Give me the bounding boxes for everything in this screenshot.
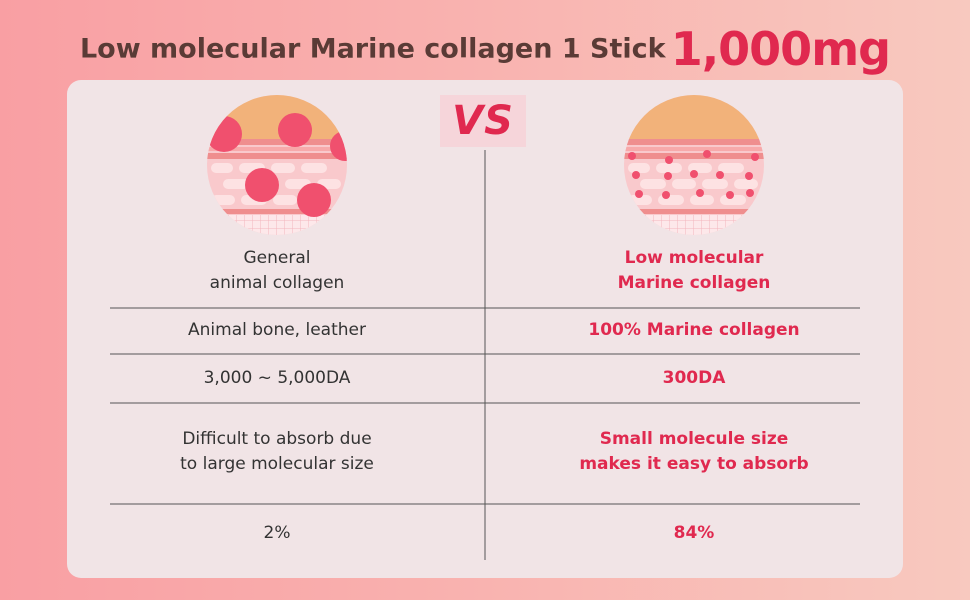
right-header-line: Marine collagen [617,273,771,293]
right-cell: Small molecule size makes it easy to abs… [514,427,874,477]
left-header-line: animal collagen [209,273,345,293]
left-cell: 2% [263,523,291,543]
left-header: General animal collagen [97,246,457,296]
title-highlight: 1,000mg [670,22,891,76]
right-cell: 84% [673,523,715,543]
right-cell: 300DA [662,368,726,388]
left-cell-line: to large molecular size [180,454,374,474]
left-cell: Difficult to absorb due to large molecul… [97,427,457,477]
left-header-line: General [243,248,311,268]
right-cell-line: Small molecule size [599,429,789,449]
right-cell-line: makes it easy to absorb [579,454,809,474]
right-header-line: Low molecular [624,248,764,268]
left-cell: 3,000 ~ 5,000DA [203,368,351,388]
vs-badge: VS [440,95,526,147]
title-text: Low molecular Marine collagen 1 Stick [79,33,666,65]
left-cell: Animal bone, leather [188,320,366,340]
title: Low molecular Marine collagen 1 Stick 1,… [0,22,970,76]
left-cell-line: Difficult to absorb due [182,429,372,449]
right-header: Low molecular Marine collagen [514,246,874,296]
right-cell: 100% Marine collagen [588,320,800,340]
